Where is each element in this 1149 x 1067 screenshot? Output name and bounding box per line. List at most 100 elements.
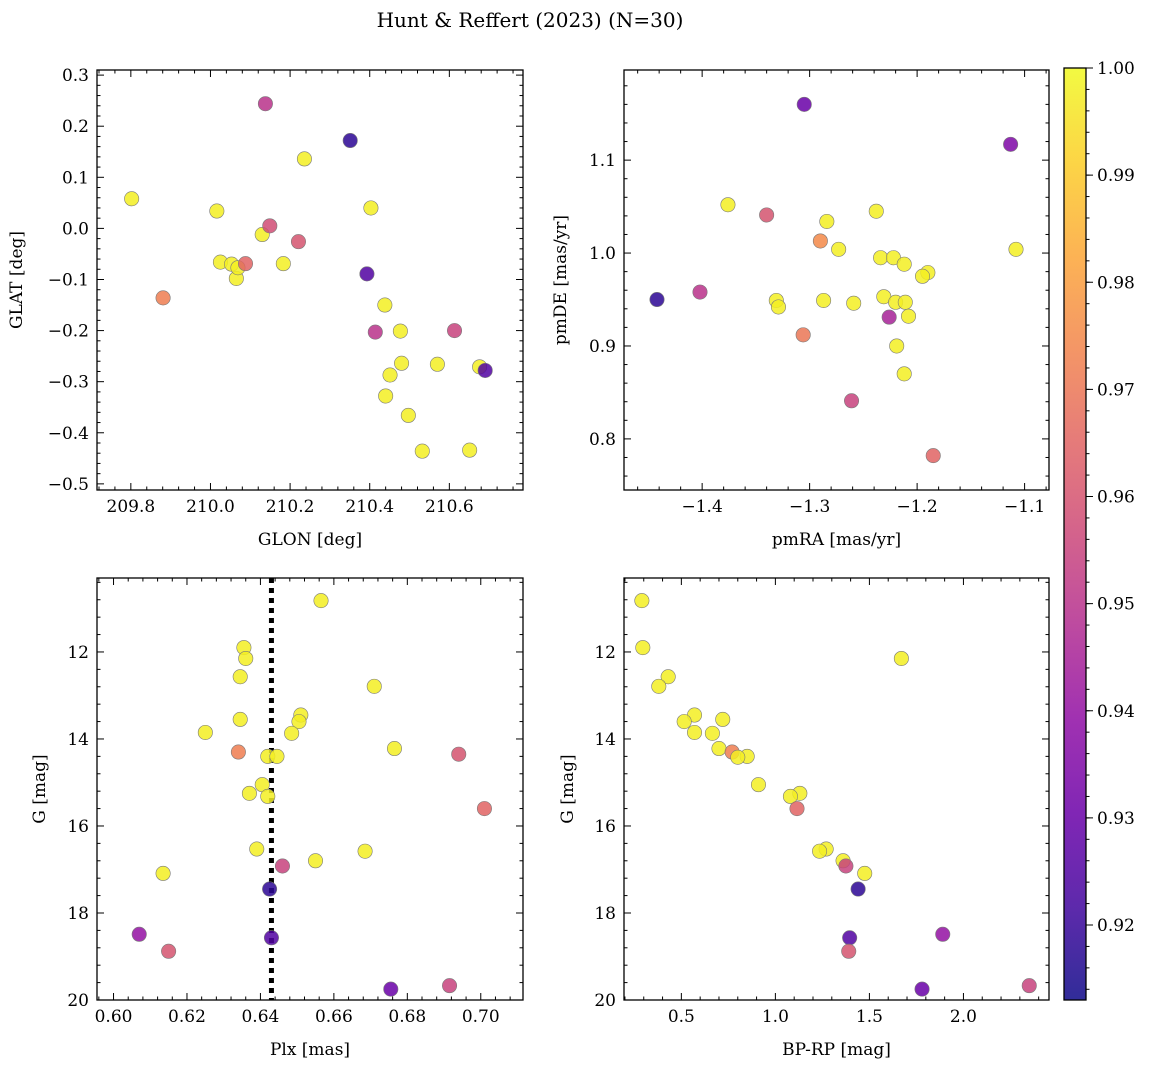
scatter-point: [651, 678, 667, 694]
x-tick-label: 0.62: [168, 1007, 206, 1027]
scatter-point: [901, 308, 917, 324]
scatter-point: [857, 865, 873, 881]
y-axis-label: G [mag]: [558, 754, 578, 823]
colorbar-gradient: [1064, 68, 1086, 1000]
colorbar-tick-label: 1.00: [1097, 59, 1135, 79]
y-tick-label: 14: [594, 730, 616, 750]
scatter-point: [232, 711, 248, 727]
x-axis-label: GLON [deg]: [258, 530, 362, 550]
scatter-point: [782, 788, 798, 804]
scatter-point: [770, 299, 786, 315]
scatter-point: [451, 746, 467, 762]
scatter-point: [124, 191, 140, 207]
scatter-point: [873, 250, 889, 266]
scatter-point: [925, 448, 941, 464]
panel-2: −1.4 −1.3 −1.2 −1.1 0.8 0.9 1.0 1.1 pmRA [mas/yr…: [551, 69, 1050, 550]
x-tick-label: 210.6: [425, 497, 474, 517]
colorbar-tick-label: 0.99: [1097, 166, 1135, 186]
colorbar: 0.92 0.93 0.94 0.95 0.96 0.97 0.98 0.99 1.00: [1063, 59, 1135, 1001]
scatter-point: [290, 234, 306, 250]
scatter-point: [795, 327, 811, 343]
scatter-point: [263, 930, 279, 946]
scatter-point: [812, 843, 828, 859]
colorbar-tick-label: 0.97: [1097, 380, 1135, 400]
scatter-point: [392, 323, 408, 339]
scatter-point: [838, 858, 854, 874]
scatter-point: [197, 724, 213, 740]
scatter-point: [230, 744, 246, 760]
scatter-point: [841, 943, 857, 959]
y-tick-label: 0.8: [589, 430, 616, 450]
scatter-point: [1021, 978, 1037, 994]
y-tick-label: −0.3: [48, 373, 89, 393]
scatter-point: [796, 96, 812, 112]
axes-frame: [96, 69, 524, 491]
scatter-point: [635, 640, 651, 656]
scatter-point: [260, 788, 276, 804]
y-tick-label: −0.5: [48, 475, 89, 495]
colorbar-tick-label: 0.95: [1097, 595, 1135, 615]
scatter-point: [676, 714, 692, 730]
colorbar-tick-label: 0.92: [1097, 916, 1135, 936]
ticks: [97, 578, 523, 1001]
scatter-point: [846, 295, 862, 311]
y-tick-label: 0.1: [62, 168, 89, 188]
x-tick-label: 0.68: [388, 1007, 426, 1027]
x-tick-label: 0.66: [315, 1007, 353, 1027]
scatter-point: [313, 593, 329, 609]
scatter-point: [155, 865, 171, 881]
scatter-point: [897, 294, 913, 310]
y-tick-label: −0.2: [48, 322, 89, 342]
colorbar-tick-label: 0.98: [1097, 273, 1135, 293]
scatter-point: [720, 197, 736, 213]
x-tick-label: 2.0: [950, 1007, 977, 1027]
scatter-points: [131, 593, 492, 997]
scatter-point: [914, 981, 930, 997]
scatter-point: [429, 356, 445, 372]
scatter-point: [377, 297, 393, 313]
scatter-point: [241, 785, 257, 801]
scatter-point: [881, 309, 897, 325]
scatter-point: [889, 338, 905, 354]
y-tick-label: 0.3: [62, 66, 89, 86]
scatter-point: [382, 367, 398, 383]
scatter-point: [750, 777, 766, 793]
scatter-point: [342, 133, 358, 149]
x-tick-label: −1.4: [682, 497, 723, 517]
scatter-point: [262, 218, 278, 234]
scatter-point: [367, 324, 383, 340]
axes-frame: [623, 577, 1050, 1001]
scatter-point: [291, 714, 307, 730]
y-axis-label: pmDE [mas/yr]: [551, 215, 571, 345]
scatter-point: [414, 443, 430, 459]
scatter-point: [476, 801, 492, 817]
scatter-point: [759, 207, 775, 223]
scatter-point: [844, 393, 860, 409]
scatter-point: [308, 853, 324, 869]
scatter-point: [257, 96, 273, 112]
scatter-point: [477, 362, 493, 378]
ticks: [624, 578, 1049, 1001]
ticks: [624, 70, 1049, 490]
scatter-point: [816, 292, 832, 308]
scatter-point: [155, 290, 171, 306]
scatter-point: [131, 926, 147, 942]
y-tick-label: 20: [67, 991, 89, 1011]
scatter-point: [442, 978, 458, 994]
scatter-point: [296, 151, 312, 167]
y-tick-label: 1.1: [589, 151, 616, 171]
x-tick-label: 210.2: [266, 497, 315, 517]
scatter-point: [730, 749, 746, 765]
y-tick-label: 18: [67, 904, 89, 924]
scatter-point: [249, 841, 265, 857]
scatter-point: [238, 650, 254, 666]
scatter-point: [1003, 136, 1019, 152]
y-axis-label: GLAT [deg]: [7, 231, 27, 329]
panel-4: 0.5 1.0 1.5 2.0 12 14 16 18 20 BP-RP [mag] G [mag]: [558, 577, 1050, 1060]
axes-frame: [623, 69, 1050, 491]
scatter-point: [394, 355, 410, 371]
y-tick-label: −0.4: [48, 424, 89, 444]
scatter-point: [914, 268, 930, 284]
scatter-point: [850, 881, 866, 897]
